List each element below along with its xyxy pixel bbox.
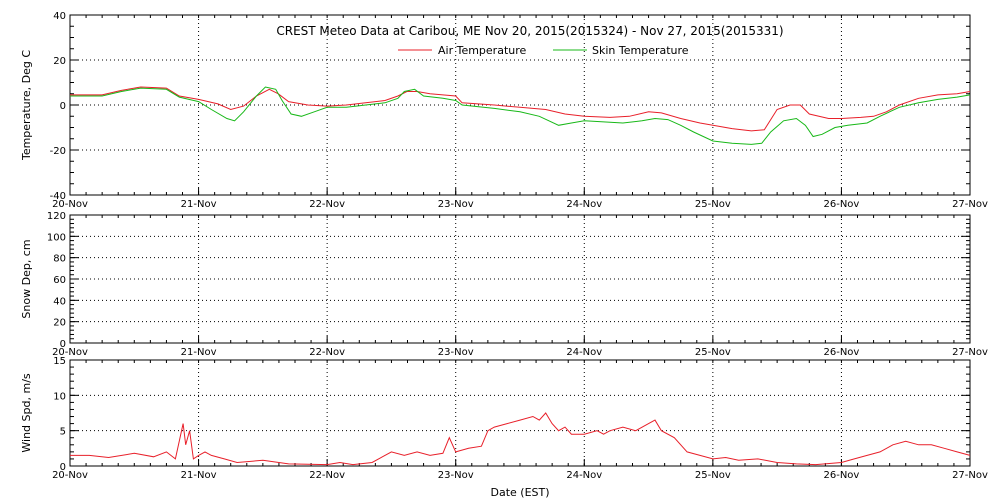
- snow-y-tick-label: 40: [53, 296, 66, 307]
- temp-x-tick-label: 23-Nov: [438, 199, 474, 210]
- temp-x-tick-label: 22-Nov: [309, 199, 345, 210]
- wind-x-tick-label: 24-Nov: [566, 470, 602, 481]
- temp-x-tick-label: 20-Nov: [52, 199, 88, 210]
- snow-depth-panel: 20-Nov 21-Nov 22-Nov 23-Nov 24-Nov 25-Nov 26-N…: [20, 211, 988, 358]
- wind-y-tick-label: 0: [60, 462, 66, 473]
- legend-label-air: Air Temperature: [438, 44, 527, 57]
- legend-label-skin: Skin Temperature: [592, 44, 689, 57]
- temp-y-tick-label: 40: [53, 11, 66, 22]
- wind-speed-panel: 20-Nov 21-Nov 22-Nov 23-Nov 24-Nov 25-Nov 26-N…: [20, 356, 988, 481]
- snow-x-tick-label: 23-Nov: [438, 347, 474, 358]
- wind-x-tick-label: 26-Nov: [823, 470, 859, 481]
- temp-series-air-temperature: [70, 86, 971, 132]
- snow-x-tick-label: 22-Nov: [309, 347, 345, 358]
- wind-x-tick-label: 25-Nov: [695, 470, 731, 481]
- temp-x-tick-label: 21-Nov: [181, 199, 217, 210]
- snow-x-tick-label: 27-Nov: [952, 347, 988, 358]
- snow-y-tick-label: 100: [47, 232, 66, 243]
- wind-y-tick-label: 15: [53, 356, 66, 367]
- snow-y-tick-label: 20: [53, 318, 66, 329]
- snow-y-axis-label: Snow Dep, cm: [20, 239, 33, 318]
- wind-y-tick-label: 5: [60, 427, 66, 438]
- snow-x-tick-label: 26-Nov: [823, 347, 859, 358]
- snow-x-tick-label: 25-Nov: [695, 347, 731, 358]
- x-axis-label: Date (EST): [490, 486, 549, 499]
- wind-plot-frame: [69, 359, 971, 467]
- temp-series-skin-temperature: [70, 86, 971, 145]
- snow-x-tick-label: 24-Nov: [566, 347, 602, 358]
- wind-x-tick-label: 27-Nov: [952, 470, 988, 481]
- wind-y-axis-label: Wind Spd, m/s: [20, 373, 33, 453]
- wind-series-wind-speed: [70, 412, 971, 466]
- temp-y-tick-label: 0: [60, 101, 66, 112]
- snow-x-tick-label: 20-Nov: [52, 347, 88, 358]
- temp-x-tick-label: 27-Nov: [952, 199, 988, 210]
- snow-y-tick-label: 60: [53, 275, 66, 286]
- wind-x-tick-label: 23-Nov: [438, 470, 474, 481]
- temp-x-tick-label: 24-Nov: [566, 199, 602, 210]
- snow-y-tick-label: 0: [60, 339, 66, 350]
- temp-x-tick-label: 25-Nov: [695, 199, 731, 210]
- wind-y-tick-label: 10: [53, 391, 66, 402]
- legend: Air Temperature Skin Temperature: [398, 44, 689, 57]
- wind-x-tick-label: 22-Nov: [309, 470, 345, 481]
- temp-y-tick-label: 20: [53, 56, 66, 67]
- temp-y-tick-label: -40: [50, 191, 66, 202]
- wind-x-tick-label: 21-Nov: [181, 470, 217, 481]
- wind-x-tick-label: 20-Nov: [52, 470, 88, 481]
- temp-y-axis-label: Temperature, Deg C: [20, 50, 33, 161]
- snow-x-tick-label: 21-Nov: [181, 347, 217, 358]
- chart-title: CREST Meteo Data at Caribou, ME Nov 20, …: [276, 24, 783, 38]
- temperature-panel: 20-Nov 21-Nov 22-Nov 23-Nov 24-Nov 25-Nov 26-N…: [20, 11, 988, 210]
- temp-y-tick-label: -20: [50, 146, 66, 157]
- temp-x-tick-label: 26-Nov: [823, 199, 859, 210]
- snow-y-tick-label: 120: [47, 211, 66, 222]
- snow-y-tick-label: 80: [53, 254, 66, 265]
